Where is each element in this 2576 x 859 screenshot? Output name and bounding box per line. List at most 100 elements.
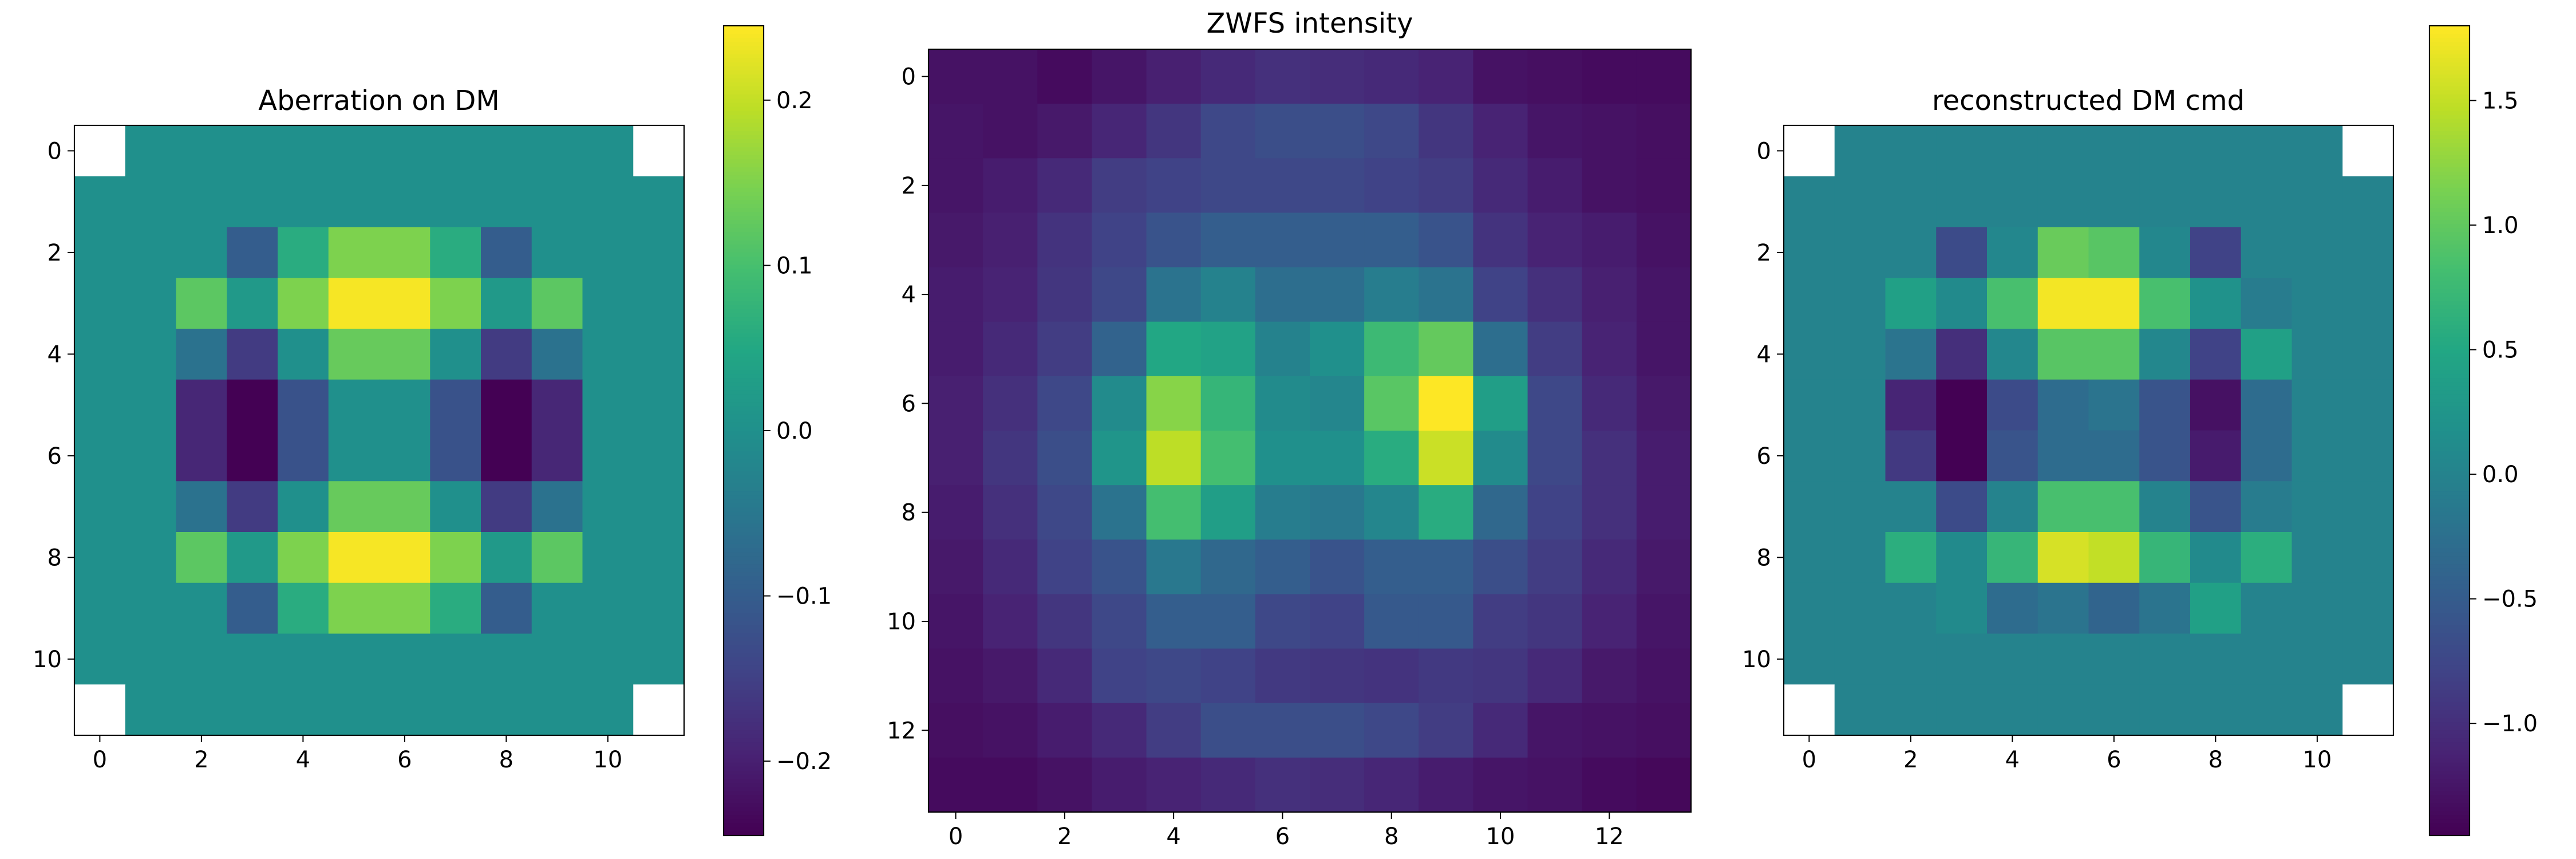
colorbar-step <box>2429 653 2470 658</box>
heatmap-cell <box>1936 329 1988 380</box>
colorbar-step <box>724 293 764 298</box>
heatmap-cell <box>2088 633 2140 685</box>
heatmap-cell <box>2190 481 2242 533</box>
colorbar-step <box>724 90 764 95</box>
colorbar-step <box>724 369 764 375</box>
colorbar-step <box>2429 265 2470 269</box>
colorbar-step <box>2429 572 2470 577</box>
heatmap-cell <box>1636 703 1692 758</box>
colorbar-step <box>724 119 764 124</box>
heatmap-cell <box>1834 684 1886 736</box>
colorbar-step <box>724 779 764 783</box>
colorbar-step <box>2429 722 2470 727</box>
heatmap-cell <box>2190 329 2242 380</box>
colorbar-step <box>724 657 764 662</box>
heatmap-cell <box>1885 329 1937 380</box>
heatmap-cell <box>1636 212 1692 268</box>
heatmap-cell <box>1419 539 1474 595</box>
x-tick-label: 10 <box>593 747 622 773</box>
colorbar-step <box>2429 698 2470 703</box>
colorbar-step <box>724 722 764 727</box>
colorbar-step <box>2429 426 2470 431</box>
heatmap-cell <box>379 481 430 533</box>
colorbar-step <box>2429 592 2470 597</box>
heatmap-cell <box>379 329 430 380</box>
heatmap-cell <box>531 176 583 228</box>
colorbar-ticks: −0.2 −0.1 0.0 0.1 0.2 <box>764 88 832 775</box>
colorbar-step <box>2429 297 2470 302</box>
colorbar-step <box>2429 281 2470 286</box>
heatmap-cell <box>2241 582 2293 635</box>
heatmap-cell <box>1146 49 1202 104</box>
colorbar-step <box>2429 285 2470 290</box>
heatmap-cell <box>1146 267 1202 322</box>
heatmap-cell <box>2139 125 2191 177</box>
colorbar-step <box>724 252 764 257</box>
heatmap-cell <box>1885 379 1937 431</box>
heatmap-cell <box>2342 125 2394 177</box>
heatmap-cell <box>1527 594 1583 649</box>
x-tick-label: 8 <box>2208 747 2223 773</box>
heatmap-cell <box>1037 321 1093 377</box>
heatmap-cell <box>2241 481 2293 533</box>
heatmap-cell <box>1784 633 1835 685</box>
heatmap-cell <box>1527 376 1583 431</box>
colorbar-step <box>2429 293 2470 298</box>
colorbar-step <box>2429 378 2470 383</box>
colorbar-step <box>2429 410 2470 415</box>
x-tick-label: 2 <box>1903 747 1918 773</box>
colorbar-step <box>724 58 764 63</box>
colorbar-step <box>2429 179 2470 184</box>
heatmap-cell <box>582 684 634 736</box>
heatmap-cell <box>929 158 983 214</box>
heatmap-cell <box>481 379 532 431</box>
heatmap-cell <box>379 227 430 278</box>
heatmap-cell <box>1364 594 1419 649</box>
heatmap-cell <box>1364 212 1419 268</box>
colorbar-step <box>724 819 764 824</box>
colorbar-step <box>724 475 764 480</box>
heatmap-cell <box>1582 376 1637 431</box>
colorbar-step <box>2429 422 2470 427</box>
colorbar-step <box>2429 273 2470 278</box>
heatmap-cell <box>125 278 177 329</box>
colorbar-step <box>724 596 764 601</box>
heatmap-cell <box>1987 684 2038 736</box>
colorbar-step <box>2429 645 2470 650</box>
colorbar-step <box>2429 831 2470 836</box>
colorbar-step <box>724 321 764 326</box>
heatmap-cell <box>1092 212 1147 268</box>
heatmap-cell <box>1936 582 1988 635</box>
heatmap-cell <box>430 532 481 584</box>
heatmap-cell <box>2291 684 2343 736</box>
colorbar-step <box>2429 123 2470 128</box>
heatmap-cell <box>531 481 583 533</box>
y-tick-label: 10 <box>33 647 62 673</box>
colorbar-step <box>2429 329 2470 334</box>
heatmap-cell <box>1200 49 1256 104</box>
colorbar-step <box>2429 147 2470 152</box>
heatmap-cell <box>1582 267 1637 322</box>
heatmap-cell <box>2139 532 2191 584</box>
colorbar-step <box>2429 349 2470 354</box>
colorbar-step <box>724 236 764 241</box>
colorbar-step <box>2429 479 2470 484</box>
colorbar-step <box>2429 475 2470 480</box>
colorbar-step <box>2429 111 2470 116</box>
heatmap-cell <box>1310 212 1365 268</box>
y-tick-label: 10 <box>1742 647 1771 673</box>
colorbar-step <box>724 127 764 132</box>
heatmap-cell <box>1200 594 1256 649</box>
heatmap-cell <box>1200 485 1256 540</box>
colorbar-step <box>2429 706 2470 711</box>
heatmap-cell <box>983 321 1038 377</box>
heatmap-cell <box>1200 158 1256 214</box>
colorbar-step <box>724 742 764 747</box>
y-tick-label: 6 <box>48 443 62 470</box>
colorbar-step <box>2429 191 2470 196</box>
colorbar-step <box>724 135 764 140</box>
colorbar-step <box>724 681 764 687</box>
heatmap-cell <box>278 176 329 228</box>
heatmap-cell <box>983 267 1038 322</box>
colorbar-step <box>2429 42 2470 47</box>
